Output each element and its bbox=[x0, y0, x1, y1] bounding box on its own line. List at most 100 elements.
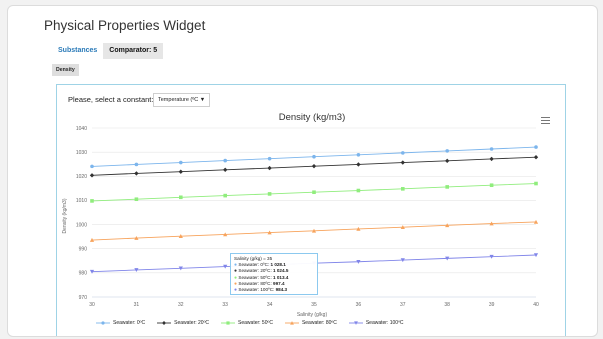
series-3 bbox=[89, 219, 539, 242]
data-point[interactable] bbox=[401, 187, 405, 191]
data-point[interactable] bbox=[445, 185, 449, 189]
data-point[interactable] bbox=[445, 158, 450, 164]
tooltip-row: ● Seawater: 80ºC: 997.4 bbox=[234, 281, 314, 287]
page-title: Physical Properties Widget bbox=[44, 18, 206, 33]
x-tick-label: 36 bbox=[356, 302, 362, 308]
data-point[interactable] bbox=[89, 237, 95, 242]
tooltip-label: Seawater: 50ºC: bbox=[238, 274, 274, 280]
chart-tooltip: Salinity (g/kg) = 35 ● Seawater: 0ºC: 1 … bbox=[230, 253, 318, 295]
x-tick-label: 40 bbox=[533, 302, 539, 308]
legend-item[interactable]: Seawater: 20ºC bbox=[157, 320, 209, 326]
data-point[interactable] bbox=[178, 266, 183, 271]
data-point[interactable] bbox=[267, 165, 272, 171]
series-1 bbox=[89, 155, 539, 178]
legend-item[interactable]: Seawater: 100ºC bbox=[348, 320, 404, 326]
tab-substances[interactable]: Substances bbox=[58, 47, 98, 54]
legend-label: Seawater: 80ºC bbox=[301, 320, 337, 326]
data-point[interactable] bbox=[311, 228, 317, 233]
data-point[interactable] bbox=[356, 188, 361, 193]
data-point[interactable] bbox=[179, 160, 183, 165]
legend-item[interactable]: Seawater: 0ºC bbox=[96, 320, 145, 326]
data-point[interactable] bbox=[223, 158, 227, 163]
data-point[interactable] bbox=[312, 154, 316, 159]
legend-label: Seawater: 0ºC bbox=[113, 320, 146, 326]
tooltip-dot-icon: ● bbox=[234, 262, 239, 269]
data-point[interactable] bbox=[223, 167, 228, 172]
tooltip-header: Salinity (g/kg) = 35 bbox=[234, 256, 273, 261]
legend-item[interactable]: Seawater: 50ºC bbox=[221, 320, 273, 326]
y-tick-label: 980 bbox=[79, 271, 88, 277]
tooltip-row: ● Seawater: 100ºC: 984.3 bbox=[234, 287, 314, 293]
legend-symbol-icon bbox=[157, 321, 172, 325]
series-0 bbox=[90, 145, 538, 169]
data-point[interactable] bbox=[400, 225, 405, 230]
legend-label: Seawater: 50ºC bbox=[238, 320, 273, 326]
tooltip-dot-icon: ● bbox=[234, 268, 239, 275]
data-point[interactable] bbox=[533, 155, 539, 160]
y-tick-label: 1000 bbox=[76, 222, 87, 228]
x-tick-label: 33 bbox=[222, 302, 228, 308]
data-point[interactable] bbox=[134, 171, 139, 176]
data-point[interactable] bbox=[401, 151, 405, 155]
data-point[interactable] bbox=[533, 253, 539, 258]
data-point[interactable] bbox=[267, 192, 272, 196]
chart-title: Density (kg/m3) bbox=[279, 112, 346, 123]
tooltip-label: Seawater: 20ºC: bbox=[238, 268, 274, 274]
data-point[interactable] bbox=[445, 256, 450, 261]
data-point[interactable] bbox=[533, 219, 539, 224]
tooltip-value: 1 024.5 bbox=[273, 268, 289, 274]
y-tick-label: 1020 bbox=[76, 174, 87, 180]
data-point[interactable] bbox=[356, 226, 361, 231]
x-tick-label: 34 bbox=[267, 302, 273, 308]
data-point[interactable] bbox=[178, 169, 183, 174]
data-point[interactable] bbox=[267, 156, 272, 161]
data-point[interactable] bbox=[400, 258, 405, 263]
data-point[interactable] bbox=[223, 193, 227, 198]
data-point[interactable] bbox=[400, 160, 405, 165]
data-point[interactable] bbox=[134, 235, 139, 240]
series-2 bbox=[90, 181, 538, 203]
data-point[interactable] bbox=[311, 163, 317, 169]
data-point[interactable] bbox=[356, 162, 361, 167]
legend-item[interactable]: Seawater: 80ºC bbox=[284, 320, 337, 326]
tooltip-value: 1 013.4 bbox=[273, 274, 289, 280]
widget-card: Physical Properties Widget Substances Co… bbox=[7, 5, 598, 337]
data-point[interactable] bbox=[489, 183, 494, 188]
chart-legend: Seawater: 0ºC Seawater: 20ºC Seawater: 50º… bbox=[96, 318, 526, 328]
data-point[interactable] bbox=[445, 223, 450, 228]
data-point[interactable] bbox=[489, 156, 494, 162]
constant-select[interactable]: Temperature (ºC ▼ bbox=[153, 93, 211, 107]
data-point[interactable] bbox=[534, 145, 538, 149]
data-point[interactable] bbox=[445, 149, 450, 153]
data-point[interactable] bbox=[134, 268, 139, 273]
data-point[interactable] bbox=[134, 197, 139, 202]
legend-label: Seawater: 20ºC bbox=[174, 320, 210, 326]
subtab-density[interactable]: Density bbox=[52, 64, 79, 76]
tooltip-row: ● Seawater: 50ºC: 1 013.4 bbox=[234, 275, 314, 281]
tooltip-label: Seawater: 80ºC: bbox=[238, 280, 274, 286]
data-point[interactable] bbox=[89, 173, 95, 178]
data-point[interactable] bbox=[134, 162, 139, 167]
data-point[interactable] bbox=[312, 190, 316, 195]
data-point[interactable] bbox=[178, 234, 183, 238]
data-point[interactable] bbox=[356, 152, 361, 157]
data-point[interactable] bbox=[489, 147, 494, 151]
data-point[interactable] bbox=[90, 164, 94, 169]
tooltip-dot-icon: ● bbox=[234, 280, 239, 287]
data-point[interactable] bbox=[534, 181, 538, 186]
tab-comparator[interactable]: Comparator: 5 bbox=[103, 43, 164, 59]
data-point[interactable] bbox=[489, 221, 494, 226]
data-point[interactable] bbox=[489, 254, 494, 259]
data-point[interactable] bbox=[89, 269, 95, 274]
tooltip-label: Seawater: 0ºC: bbox=[238, 262, 271, 268]
data-point[interactable] bbox=[356, 259, 361, 264]
data-point[interactable] bbox=[179, 195, 183, 200]
hamburger-menu-icon[interactable] bbox=[541, 117, 550, 124]
y-tick-label: 990 bbox=[79, 247, 88, 253]
data-point[interactable] bbox=[223, 264, 228, 269]
data-point[interactable] bbox=[223, 232, 228, 237]
data-point[interactable] bbox=[90, 199, 94, 203]
legend-symbol-icon bbox=[221, 321, 236, 325]
data-point[interactable] bbox=[267, 230, 272, 235]
